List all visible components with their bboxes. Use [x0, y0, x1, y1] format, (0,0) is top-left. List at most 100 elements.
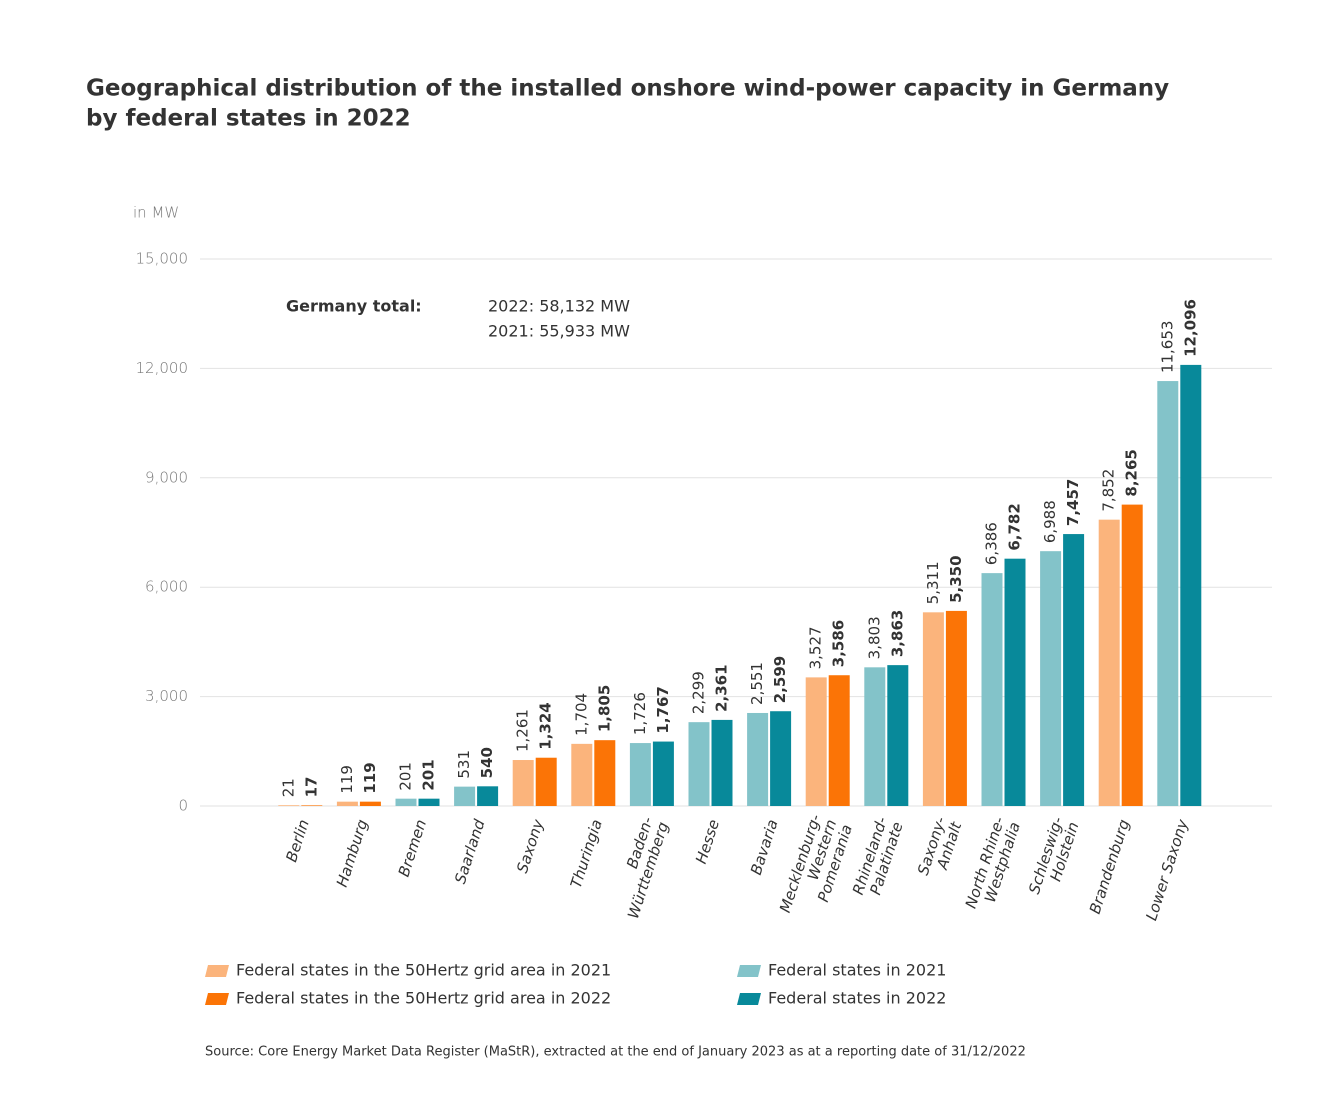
- bar: [1180, 364, 1202, 806]
- bar: [594, 740, 616, 806]
- value-label: 11,653: [1158, 321, 1176, 374]
- bar: [454, 786, 476, 806]
- annotation-line: 2022: 58,132 MW: [488, 297, 630, 316]
- y-axis-label: in MW: [133, 204, 179, 222]
- bar: [864, 667, 886, 806]
- chart-title: Geographical distribution of the install…: [86, 76, 1169, 102]
- value-label: 531: [455, 750, 473, 779]
- y-tick-label: 9,000: [145, 468, 188, 486]
- value-label: 201: [397, 762, 415, 791]
- x-tick-label: Baden-Württemberg: [608, 815, 672, 921]
- bar: [922, 612, 944, 806]
- x-tick-label: Mecklenburg-WesternPomerania: [775, 812, 855, 925]
- y-tick-label: 0: [178, 797, 188, 815]
- x-tick-label: Hesse: [691, 817, 722, 866]
- source-note: Source: Core Energy Market Data Register…: [205, 1045, 1026, 1060]
- value-label: 7,852: [1100, 469, 1118, 512]
- x-tick-label: Saarland: [451, 817, 489, 886]
- bar: [805, 677, 827, 806]
- x-tick-label: Bremen: [394, 817, 429, 879]
- legend-label: Federal states in the 50Hertz grid area …: [236, 989, 611, 1008]
- value-label: 1,704: [572, 693, 590, 736]
- bar: [359, 801, 381, 806]
- x-tick-label: Saxony-Anhalt: [913, 813, 965, 882]
- y-tick-label: 3,000: [145, 687, 188, 705]
- x-tick-label: Thuringia: [566, 817, 605, 890]
- value-label: 5,350: [947, 555, 965, 602]
- value-label: 1,726: [631, 692, 649, 735]
- bar: [887, 665, 909, 806]
- value-label: 540: [478, 747, 496, 778]
- bar: [512, 760, 534, 806]
- value-label: 119: [361, 762, 379, 793]
- bar: [945, 610, 967, 806]
- annotation-label: Germany total:: [286, 297, 422, 316]
- value-label: 3,803: [865, 616, 883, 659]
- value-label: 8,265: [1123, 449, 1141, 496]
- value-label: 21: [279, 778, 297, 797]
- bar: [688, 722, 710, 806]
- y-tick-label: 6,000: [145, 578, 188, 596]
- x-tick-label: Saxony: [513, 816, 548, 875]
- value-label: 17: [302, 777, 320, 798]
- bar: [336, 801, 358, 806]
- legend-swatch: [205, 993, 229, 1005]
- value-label: 6,386: [983, 522, 1001, 565]
- value-label: 6,988: [1041, 500, 1059, 543]
- bar: [1157, 381, 1179, 806]
- x-tick-label: North Rhine-Westphalia: [961, 815, 1023, 916]
- legend-label: Federal states in 2022: [768, 989, 946, 1008]
- value-label: 7,457: [1064, 479, 1082, 526]
- annotation-line: 2021: 55,933 MW: [488, 322, 630, 341]
- value-label: 2,361: [713, 664, 731, 711]
- bar: [1121, 504, 1143, 806]
- bar: [535, 757, 557, 806]
- x-tick-label: Schleswig-Holstein: [1025, 815, 1082, 902]
- value-label: 2,599: [771, 656, 789, 703]
- bar: [1040, 551, 1062, 806]
- y-tick-label: 12,000: [136, 359, 189, 377]
- bar: [395, 798, 417, 806]
- value-label: 119: [338, 765, 356, 794]
- legend-swatch: [737, 965, 761, 977]
- bar: [571, 743, 593, 806]
- value-label: 1,805: [595, 685, 613, 732]
- bar: [747, 712, 769, 806]
- value-label: 5,311: [924, 561, 942, 604]
- bar: [711, 719, 733, 806]
- bar: [629, 743, 651, 806]
- bar: [1063, 534, 1085, 806]
- legend-swatch: [737, 993, 761, 1005]
- value-label: 6,782: [1006, 503, 1024, 550]
- legend-label: Federal states in 2021: [768, 961, 946, 980]
- bar: [418, 798, 440, 806]
- legend-label: Federal states in the 50Hertz grid area …: [236, 961, 611, 980]
- x-tick-label: Berlin: [282, 817, 313, 864]
- x-tick-label: Hamburg: [332, 817, 371, 889]
- x-tick-label: Rhineland-Palatinate: [848, 815, 906, 902]
- value-label: 1,767: [654, 686, 672, 733]
- x-tick-label: Brandenburg: [1085, 817, 1132, 916]
- x-tick-label: Lower Saxony: [1142, 816, 1192, 923]
- bar: [981, 573, 1003, 806]
- bar: [1098, 519, 1120, 806]
- bar: [828, 675, 850, 806]
- value-label: 3,527: [807, 626, 825, 669]
- value-label: 201: [420, 759, 438, 790]
- value-label: 3,586: [830, 620, 848, 667]
- value-label: 12,096: [1181, 299, 1199, 357]
- legend-swatch: [205, 965, 229, 977]
- value-label: 1,324: [537, 702, 555, 749]
- x-tick-label: Bavaria: [746, 817, 781, 877]
- value-label: 2,551: [748, 662, 766, 705]
- bar: [1004, 558, 1026, 806]
- bar: [301, 805, 323, 806]
- bar: [278, 805, 300, 806]
- bar: [652, 741, 674, 806]
- bar: [770, 711, 792, 806]
- bar: [477, 786, 499, 806]
- value-label: 2,299: [690, 671, 708, 714]
- value-label: 3,863: [888, 610, 906, 657]
- value-label: 1,261: [514, 709, 532, 752]
